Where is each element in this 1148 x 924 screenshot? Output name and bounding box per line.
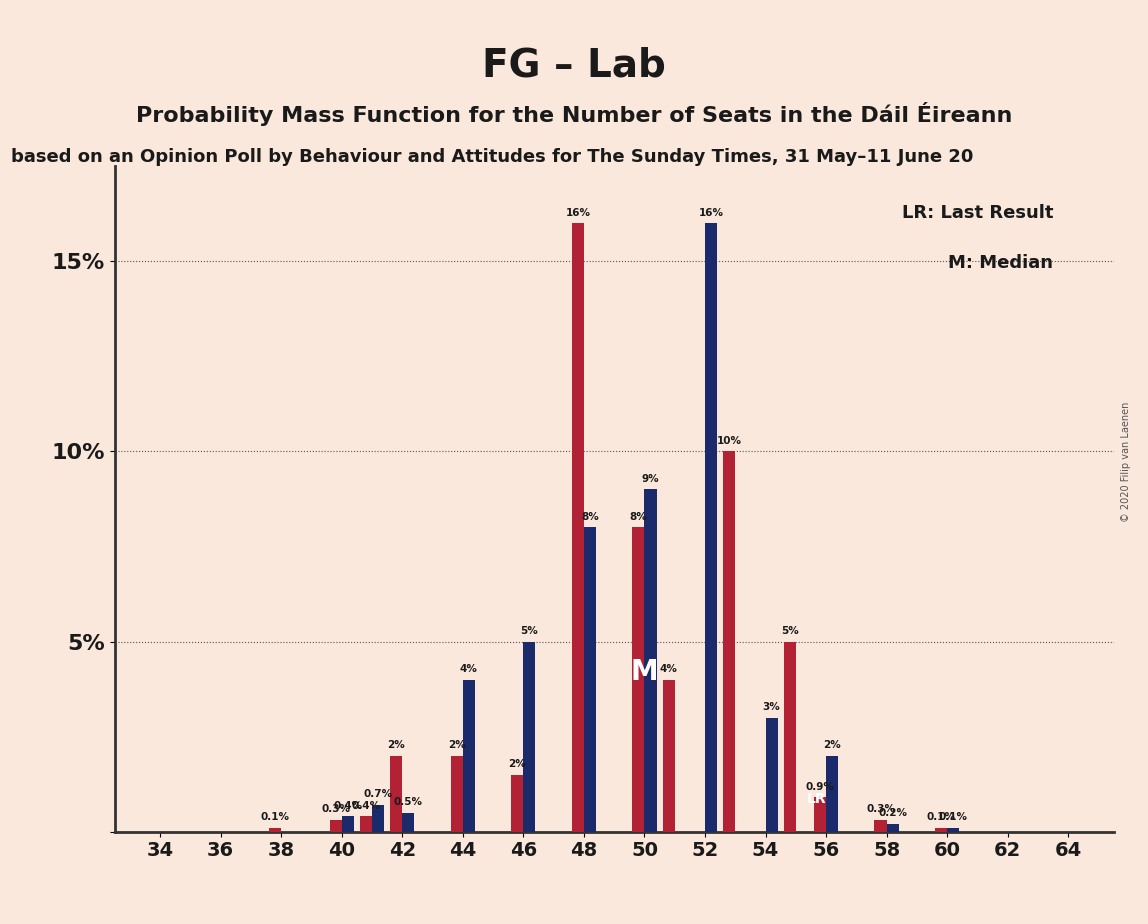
Text: M: M xyxy=(630,658,658,686)
Text: 0.7%: 0.7% xyxy=(364,789,393,799)
Bar xyxy=(934,828,947,832)
Text: 2%: 2% xyxy=(387,740,405,750)
Text: © 2020 Filip van Laenen: © 2020 Filip van Laenen xyxy=(1120,402,1131,522)
Bar xyxy=(342,817,354,832)
Text: 16%: 16% xyxy=(698,208,723,218)
Bar xyxy=(402,812,414,832)
Bar xyxy=(814,797,827,832)
Text: 5%: 5% xyxy=(520,626,538,636)
Text: based on an Opinion Poll by Behaviour and Attitudes for The Sunday Times, 31 May: based on an Opinion Poll by Behaviour an… xyxy=(11,148,974,165)
Bar xyxy=(584,528,596,832)
Text: 4%: 4% xyxy=(660,663,677,674)
Bar xyxy=(572,224,584,832)
Text: 9%: 9% xyxy=(642,474,659,484)
Text: Probability Mass Function for the Number of Seats in the Dáil Éireann: Probability Mass Function for the Number… xyxy=(135,102,1013,126)
Text: 0.3%: 0.3% xyxy=(866,805,895,814)
Text: FG – Lab: FG – Lab xyxy=(482,46,666,84)
Text: 16%: 16% xyxy=(565,208,590,218)
Text: 8%: 8% xyxy=(629,512,647,522)
Text: 8%: 8% xyxy=(581,512,599,522)
Bar xyxy=(523,641,535,832)
Bar xyxy=(947,828,960,832)
Text: 2%: 2% xyxy=(448,740,466,750)
Bar xyxy=(644,490,657,832)
Bar xyxy=(372,805,385,832)
Bar xyxy=(784,641,796,832)
Bar xyxy=(511,774,523,832)
Text: 0.1%: 0.1% xyxy=(261,812,289,822)
Text: 4%: 4% xyxy=(460,663,478,674)
Text: 0.1%: 0.1% xyxy=(939,812,968,822)
Text: 2%: 2% xyxy=(509,759,526,769)
Bar xyxy=(463,679,475,832)
Bar xyxy=(766,718,777,832)
Bar xyxy=(723,452,735,832)
Text: 0.2%: 0.2% xyxy=(878,808,907,819)
Bar xyxy=(329,821,342,832)
Bar xyxy=(633,528,644,832)
Bar xyxy=(390,756,402,832)
Text: LR: Last Result: LR: Last Result xyxy=(901,204,1053,223)
Text: LR: LR xyxy=(807,792,827,807)
Bar xyxy=(705,224,718,832)
Bar xyxy=(360,817,372,832)
Bar xyxy=(827,756,838,832)
Text: 5%: 5% xyxy=(781,626,799,636)
Bar xyxy=(451,756,463,832)
Text: 0.4%: 0.4% xyxy=(351,801,381,810)
Bar xyxy=(886,824,899,832)
Text: 0.3%: 0.3% xyxy=(321,805,350,814)
Text: M: Median: M: Median xyxy=(948,254,1053,272)
Bar xyxy=(875,821,886,832)
Text: 2%: 2% xyxy=(823,740,841,750)
Bar xyxy=(662,679,675,832)
Text: 0.1%: 0.1% xyxy=(926,812,955,822)
Text: 3%: 3% xyxy=(762,702,781,711)
Bar xyxy=(269,828,281,832)
Text: 10%: 10% xyxy=(716,436,742,445)
Text: 0.4%: 0.4% xyxy=(333,801,363,810)
Text: 0.5%: 0.5% xyxy=(394,796,422,807)
Text: 0.9%: 0.9% xyxy=(806,782,835,792)
